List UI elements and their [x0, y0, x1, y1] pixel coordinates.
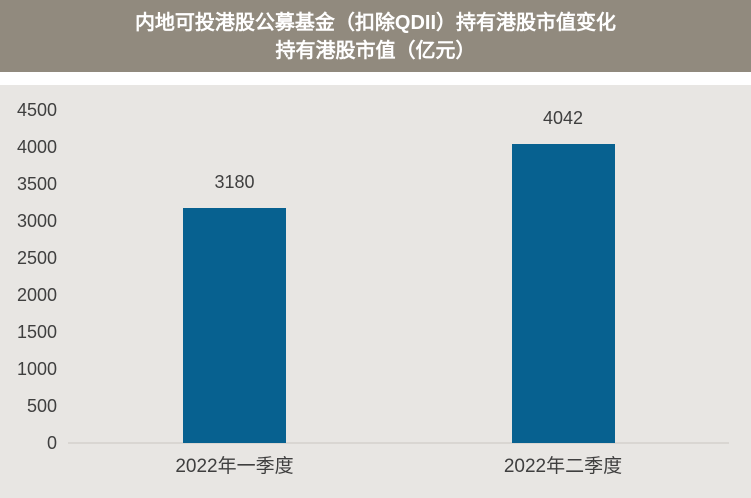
- x-axis-label: 2022年二季度: [503, 456, 623, 477]
- bar: [511, 143, 615, 443]
- chart-title-bar: 内地可投港股公募基金（扣除QDII）持有港股市值变化 持有港股市值（亿元）: [0, 0, 751, 72]
- x-axis-label: 2022年一季度: [175, 456, 294, 477]
- x-axis-line: [68, 442, 729, 444]
- y-tick-label: 3500: [16, 174, 57, 194]
- y-tick-label: 4000: [16, 137, 57, 157]
- bar: [183, 207, 286, 443]
- y-tick-label: 500: [26, 396, 57, 416]
- bar-value-label: 3180: [214, 171, 255, 192]
- chart-title: 内地可投港股公募基金（扣除QDII）持有港股市值变化: [134, 12, 617, 34]
- y-tick-label: 1500: [16, 322, 57, 342]
- chart-subtitle: 持有港股市值（亿元）: [275, 40, 476, 62]
- y-tick-label: 0: [46, 433, 57, 453]
- y-tick-label: 3000: [16, 211, 57, 231]
- y-tick-label: 2500: [16, 248, 57, 268]
- y-tick-label: 1000: [16, 359, 57, 379]
- y-tick-label: 4500: [16, 100, 57, 120]
- bar-value-label: 4042: [542, 107, 584, 128]
- y-tick-label: 2000: [16, 285, 57, 305]
- plot-area: 4500 4000 3500 3000 2500 2000 1500 1000 500 0 3180…: [0, 85, 751, 498]
